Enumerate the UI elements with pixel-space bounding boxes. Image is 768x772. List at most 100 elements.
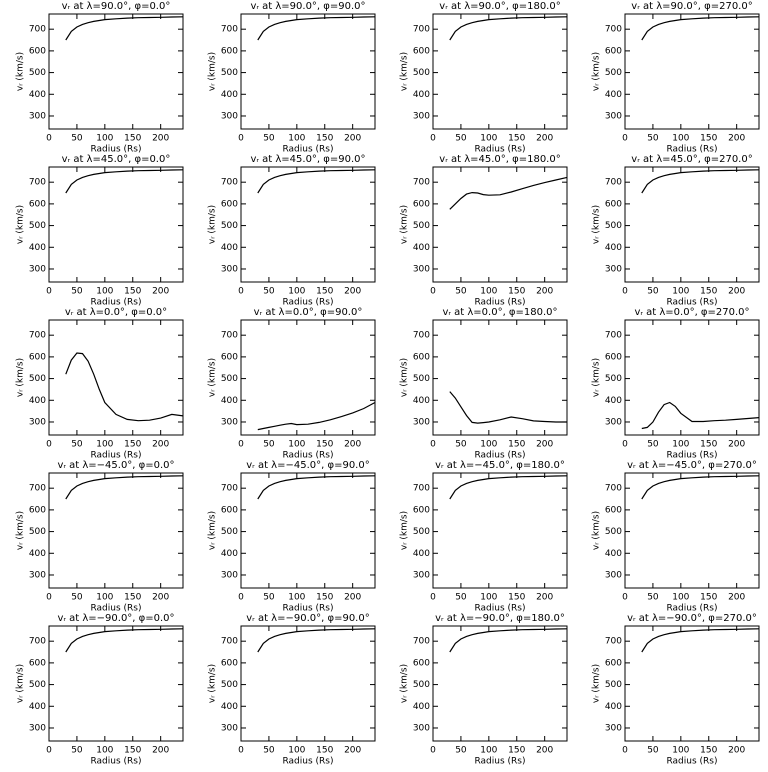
x-tick-label: 150 <box>700 134 717 144</box>
y-tick-label: 400 <box>605 396 622 406</box>
panel-title: vᵣ at λ=−45.0°, φ=180.0° <box>435 460 565 471</box>
plot-frame <box>624 625 760 742</box>
y-tick-label: 400 <box>605 702 622 712</box>
y-tick-label: 300 <box>413 570 430 580</box>
data-line <box>65 352 184 422</box>
x-tick-label: 50 <box>71 746 83 756</box>
x-tick-label: 100 <box>480 287 497 297</box>
y-tick-label: 500 <box>605 68 622 78</box>
y-tick-label: 400 <box>605 243 622 253</box>
x-tick-label: 200 <box>728 287 745 297</box>
panel: vᵣ at λ=0.0°, φ=90.0° Radius (Rs) vᵣ (km/s… <box>208 307 376 461</box>
y-axis-label: vᵣ (km/s) <box>208 664 218 703</box>
y-tick-label: 500 <box>29 374 46 384</box>
x-axis-label: Radius (Rs) <box>282 298 333 308</box>
x-tick-label: 50 <box>647 593 659 603</box>
x-tick-label: 150 <box>124 440 141 450</box>
y-tick-label: 300 <box>221 264 238 274</box>
y-tick-label: 600 <box>221 352 238 362</box>
y-tick-label: 300 <box>221 417 238 427</box>
data-line <box>449 391 567 424</box>
plot-frame <box>240 13 376 130</box>
x-tick-label: 150 <box>508 287 525 297</box>
x-tick-label: 100 <box>96 593 113 603</box>
x-axis-label: Radius (Rs) <box>282 451 333 461</box>
panel-title: vᵣ at λ=−45.0°, φ=90.0° <box>246 460 369 471</box>
y-tick-label: 500 <box>413 221 430 231</box>
panel-title: vᵣ at λ=0.0°, φ=90.0° <box>254 307 363 318</box>
y-axis-label: vᵣ (km/s) <box>208 358 218 397</box>
y-tick-label: 400 <box>29 243 46 253</box>
y-tick-label: 600 <box>29 46 46 56</box>
x-tick-label: 50 <box>647 746 659 756</box>
y-axis-label: vᵣ (km/s) <box>400 358 410 397</box>
x-tick-label: 200 <box>152 287 169 297</box>
x-tick-label: 0 <box>238 593 244 603</box>
x-tick-label: 200 <box>536 440 553 450</box>
x-tick-label: 100 <box>672 134 689 144</box>
panel-title: vᵣ at λ=90.0°, φ=180.0° <box>439 1 560 12</box>
y-tick-label: 700 <box>413 637 430 647</box>
plot-frame <box>624 472 760 589</box>
plot-frame <box>48 13 184 130</box>
x-tick-label: 50 <box>263 440 275 450</box>
x-tick-label: 200 <box>152 746 169 756</box>
y-tick-label: 500 <box>221 527 238 537</box>
x-tick-label: 0 <box>46 440 52 450</box>
x-axis-label: Radius (Rs) <box>666 604 717 614</box>
panel: vᵣ at λ=45.0°, φ=90.0° Radius (Rs) vᵣ (km/… <box>208 154 376 308</box>
panel-title: vᵣ at λ=−45.0°, φ=0.0° <box>57 460 174 471</box>
y-tick-label: 300 <box>605 723 622 733</box>
y-tick-label: 400 <box>413 549 430 559</box>
y-axis-label: vᵣ (km/s) <box>16 511 26 550</box>
panel-title: vᵣ at λ=−90.0°, φ=270.0° <box>627 613 757 624</box>
x-tick-label: 50 <box>263 287 275 297</box>
y-tick-label: 600 <box>29 199 46 209</box>
y-tick-label: 300 <box>221 570 238 580</box>
x-tick-label: 200 <box>728 593 745 603</box>
x-tick-label: 200 <box>536 134 553 144</box>
x-axis-label: Radius (Rs) <box>474 604 525 614</box>
y-tick-label: 500 <box>221 374 238 384</box>
x-tick-label: 0 <box>622 746 628 756</box>
data-line <box>641 401 760 430</box>
y-tick-label: 400 <box>605 549 622 559</box>
x-axis-label: Radius (Rs) <box>474 451 525 461</box>
y-tick-label: 700 <box>29 484 46 494</box>
x-tick-label: 200 <box>152 440 169 450</box>
y-tick-label: 700 <box>29 178 46 188</box>
plot-frame <box>624 166 760 283</box>
panel-title: vᵣ at λ=90.0°, φ=270.0° <box>631 1 752 12</box>
panel: vᵣ at λ=−90.0°, φ=270.0° Radius (Rs) vᵣ (k… <box>592 613 760 767</box>
y-axis-label: vᵣ (km/s) <box>592 205 602 244</box>
x-tick-label: 100 <box>96 746 113 756</box>
y-tick-label: 400 <box>29 396 46 406</box>
y-tick-label: 400 <box>29 702 46 712</box>
data-line <box>65 169 184 194</box>
x-tick-label: 50 <box>455 134 467 144</box>
y-tick-label: 600 <box>605 352 622 362</box>
y-axis-label: vᵣ (km/s) <box>208 205 218 244</box>
x-tick-label: 150 <box>700 746 717 756</box>
x-axis-label: Radius (Rs) <box>474 145 525 155</box>
y-tick-label: 600 <box>29 505 46 515</box>
x-tick-label: 0 <box>622 287 628 297</box>
x-tick-label: 0 <box>622 593 628 603</box>
x-tick-label: 0 <box>238 134 244 144</box>
plot-frame <box>624 13 760 130</box>
plot-frame <box>432 319 568 436</box>
y-tick-label: 700 <box>29 637 46 647</box>
y-tick-label: 300 <box>413 111 430 121</box>
y-axis-label: vᵣ (km/s) <box>16 358 26 397</box>
y-tick-label: 700 <box>413 178 430 188</box>
x-axis-label: Radius (Rs) <box>90 145 141 155</box>
data-line <box>257 169 376 194</box>
y-tick-label: 600 <box>413 352 430 362</box>
y-tick-label: 400 <box>605 90 622 100</box>
x-tick-label: 0 <box>622 134 628 144</box>
x-tick-label: 0 <box>430 746 436 756</box>
y-tick-label: 500 <box>605 527 622 537</box>
panel: vᵣ at λ=0.0°, φ=180.0° Radius (Rs) vᵣ (km/… <box>400 307 568 461</box>
panel: vᵣ at λ=90.0°, φ=90.0° Radius (Rs) vᵣ (km/… <box>208 1 376 155</box>
